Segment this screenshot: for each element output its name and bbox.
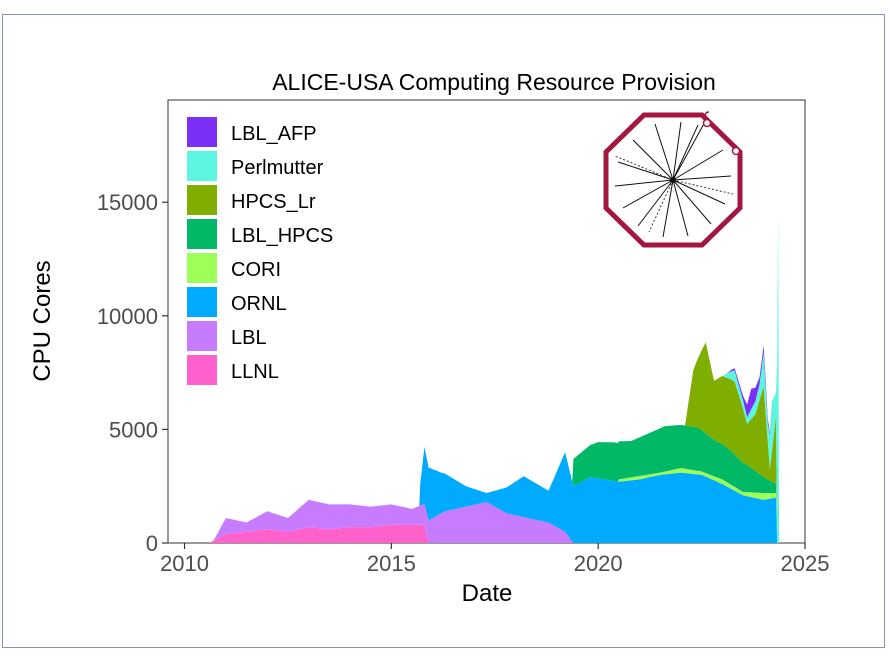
area-llnl [168,524,805,543]
area-ornl [168,447,805,543]
alice-logo-icon [603,111,743,248]
area-lbl [168,499,805,543]
legend: LBL_AFP Perlmutter HPCS_Lr LBL_HPCS CORI ORNL… [187,117,333,385]
legend-swatch-lbl [187,321,217,351]
x-tick-label: 2015 [367,551,416,576]
legend-swatch-lbl-afp [187,117,217,147]
legend-swatch-llnl [187,355,217,385]
legend-label: HPCS_Lr [231,191,316,213]
y-tick-label: 15000 [97,190,158,215]
legend-label: ORNL [231,293,287,315]
axes-group: 0 5000 10000 15000 2010 2015 2020 2025 [97,190,830,576]
legend-swatch-cori [187,253,217,283]
legend-label: LBL_AFP [231,123,317,145]
legend-swatch-ornl [187,287,217,317]
y-tick-label: 5000 [109,417,158,442]
x-axis-title: Date [462,580,513,607]
x-tick-label: 2010 [160,551,209,576]
legend-swatch-perlmutter [187,151,217,181]
legend-swatch-hpcs-lr [187,185,217,215]
legend-label: LBL [231,327,267,349]
chart-title: ALICE-USA Computing Resource Provision [272,69,716,95]
y-axis-title: CPU Cores [29,260,56,381]
x-tick-label: 2025 [781,551,830,576]
legend-label: LLNL [231,361,279,383]
legend-label: Perlmutter [231,157,324,179]
x-tick-label: 2020 [574,551,623,576]
y-tick-label: 10000 [97,304,158,329]
legend-label: LBL_HPCS [231,225,333,247]
figure-frame [2,14,885,648]
area-series-group [168,213,805,543]
legend-label: CORI [231,259,281,281]
legend-swatch-lbl-hpcs [187,219,217,249]
y-tick-label: 0 [146,531,158,556]
area-lbl-hpcs [168,424,805,543]
